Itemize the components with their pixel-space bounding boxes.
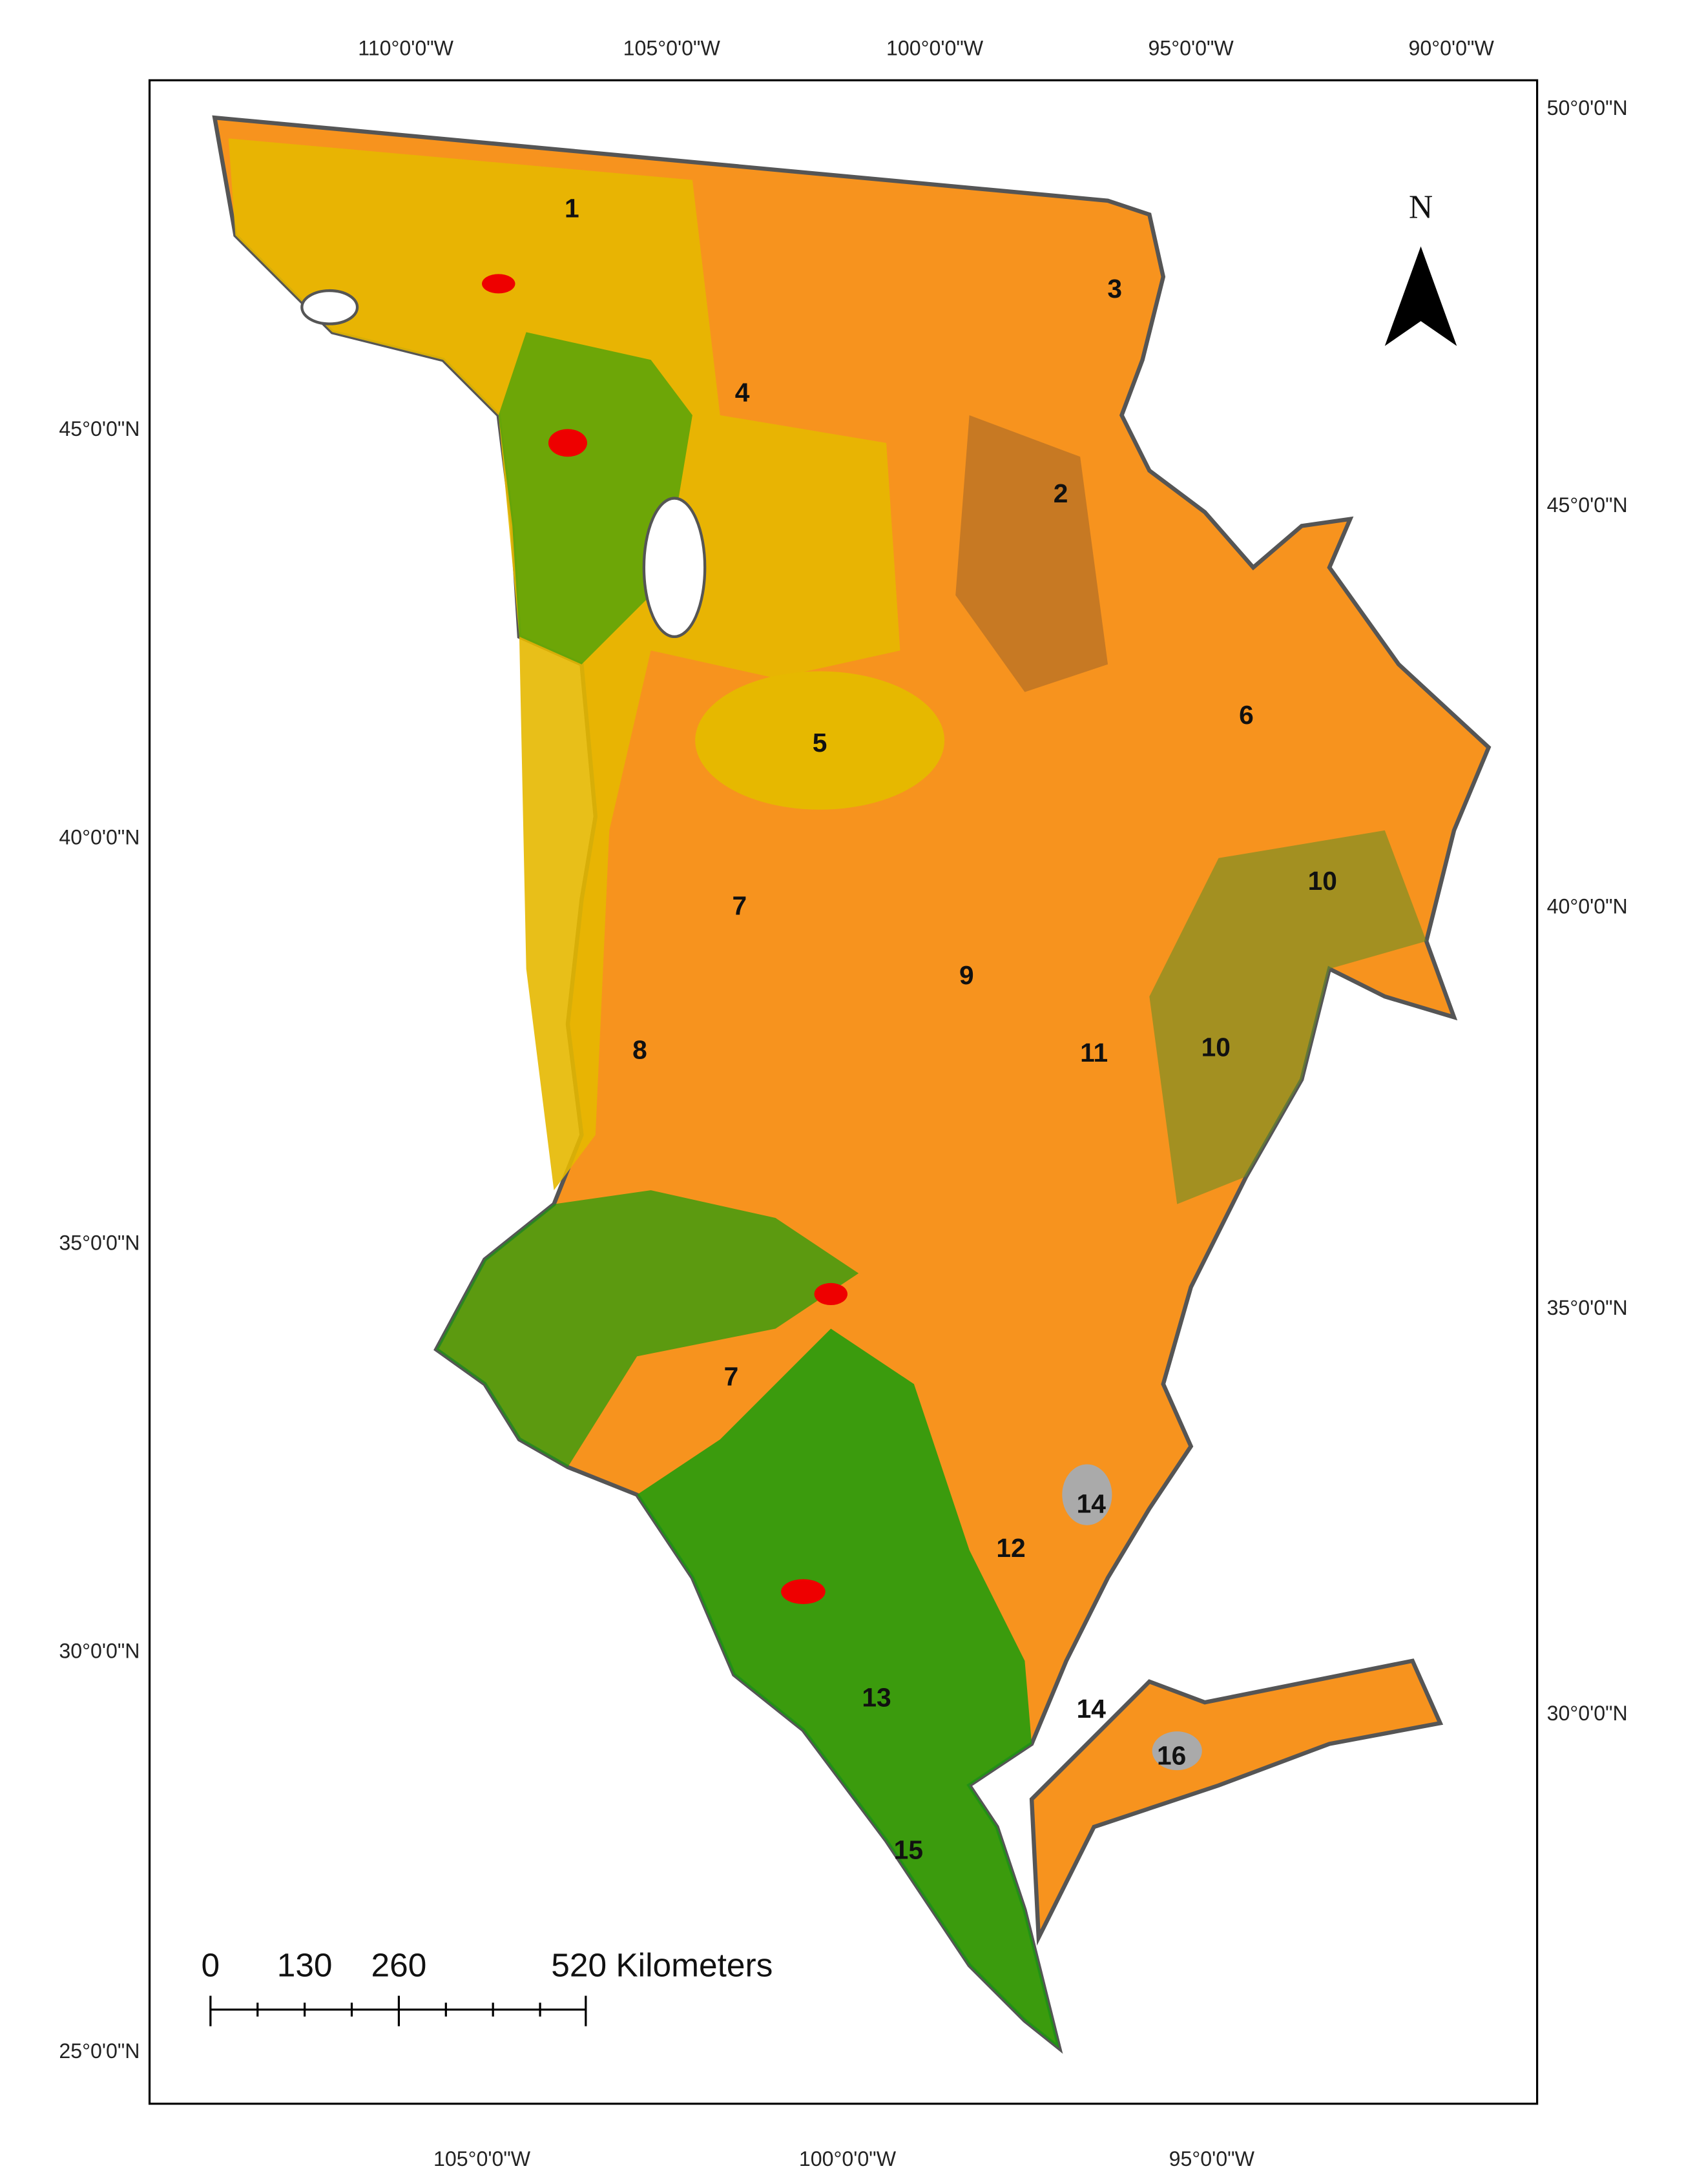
left-axis-label: 35°0'0"N — [59, 1231, 140, 1254]
right-axis-label: 45°0'0"N — [1547, 493, 1628, 517]
region-label: 8 — [632, 1035, 647, 1065]
right-axis-label: 35°0'0"N — [1547, 1296, 1628, 1319]
scale-label: 520 Kilometers — [551, 1946, 773, 1984]
green-zone — [637, 1328, 1059, 2048]
left-axis-label: 30°0'0"N — [59, 1640, 140, 1663]
north-label: N — [1409, 189, 1433, 226]
region-label: 2 — [1054, 479, 1068, 508]
top-axis-label: 105°0'0"W — [623, 37, 721, 60]
lake — [300, 289, 359, 325]
bottom-axis-label: 100°0'0"W — [799, 2147, 897, 2170]
lake — [642, 497, 707, 639]
region-label: 7 — [724, 1361, 739, 1391]
scale-label: 260 — [371, 1946, 426, 1984]
right-axis-label: 40°0'0"N — [1547, 895, 1628, 918]
region-label: 15 — [894, 1835, 923, 1864]
region-label: 16 — [1157, 1741, 1186, 1771]
region-label: 14 — [1077, 1489, 1107, 1519]
land — [212, 115, 1492, 2054]
region-label: 4 — [735, 378, 750, 407]
scale-ticks — [209, 1995, 587, 2026]
region-label: 9 — [959, 960, 974, 990]
green-zone — [436, 1190, 859, 1467]
urban — [1062, 1464, 1112, 1525]
right-axis-label: 50°0'0"N — [1547, 96, 1628, 119]
yellow-zone — [228, 138, 900, 1191]
scale-label: 0 — [202, 1946, 220, 1984]
burn — [781, 1579, 826, 1604]
north-arrow-icon — [1384, 246, 1457, 346]
burn — [482, 274, 515, 294]
top-axis-label: 95°0'0"W — [1149, 37, 1234, 60]
scale-label: 130 — [277, 1946, 333, 1984]
left-axis-label: 40°0'0"N — [59, 825, 140, 849]
top-axis-label: 110°0'0"W — [358, 37, 453, 60]
left-axis-label: 25°0'0"N — [59, 2039, 140, 2063]
right-axis-label: 30°0'0"N — [1547, 1702, 1628, 1725]
scale-bar: 0 130 260 520 Kilometers — [202, 1946, 773, 2026]
region-label: 10 — [1308, 866, 1337, 896]
burn — [548, 429, 587, 457]
region-label: 12 — [996, 1533, 1025, 1563]
brown-zone — [955, 415, 1108, 692]
top-axis-label: 100°0'0"W — [886, 37, 984, 60]
olive-zone — [1149, 830, 1427, 1204]
bottom-axis-label: 105°0'0"W — [433, 2147, 531, 2170]
region-label: 10 — [1201, 1032, 1231, 1062]
left-axis-label: 45°0'0"N — [59, 417, 140, 440]
yellow-zone — [695, 671, 945, 810]
region-label: 11 — [1080, 1038, 1108, 1067]
region-label: 5 — [813, 728, 827, 757]
bottom-axis-label: 95°0'0"W — [1169, 2147, 1255, 2170]
north-arrow: N — [1384, 189, 1457, 346]
region-label: 14 — [1077, 1694, 1107, 1724]
coastal-area — [1029, 1658, 1444, 1946]
urban — [1152, 1731, 1202, 1771]
top-axis-label: 90°0'0"W — [1409, 37, 1495, 60]
burn — [814, 1283, 848, 1306]
region-label: 6 — [1239, 700, 1254, 730]
region-label: 1 — [565, 194, 579, 223]
region-label: 7 — [732, 891, 747, 921]
region-label: 13 — [862, 1683, 891, 1713]
labels: 110°0'0"W 105°0'0"W 100°0'0"W 95°0'0"W 90°0'… — [59, 37, 1627, 2170]
region-label: 3 — [1107, 274, 1122, 304]
